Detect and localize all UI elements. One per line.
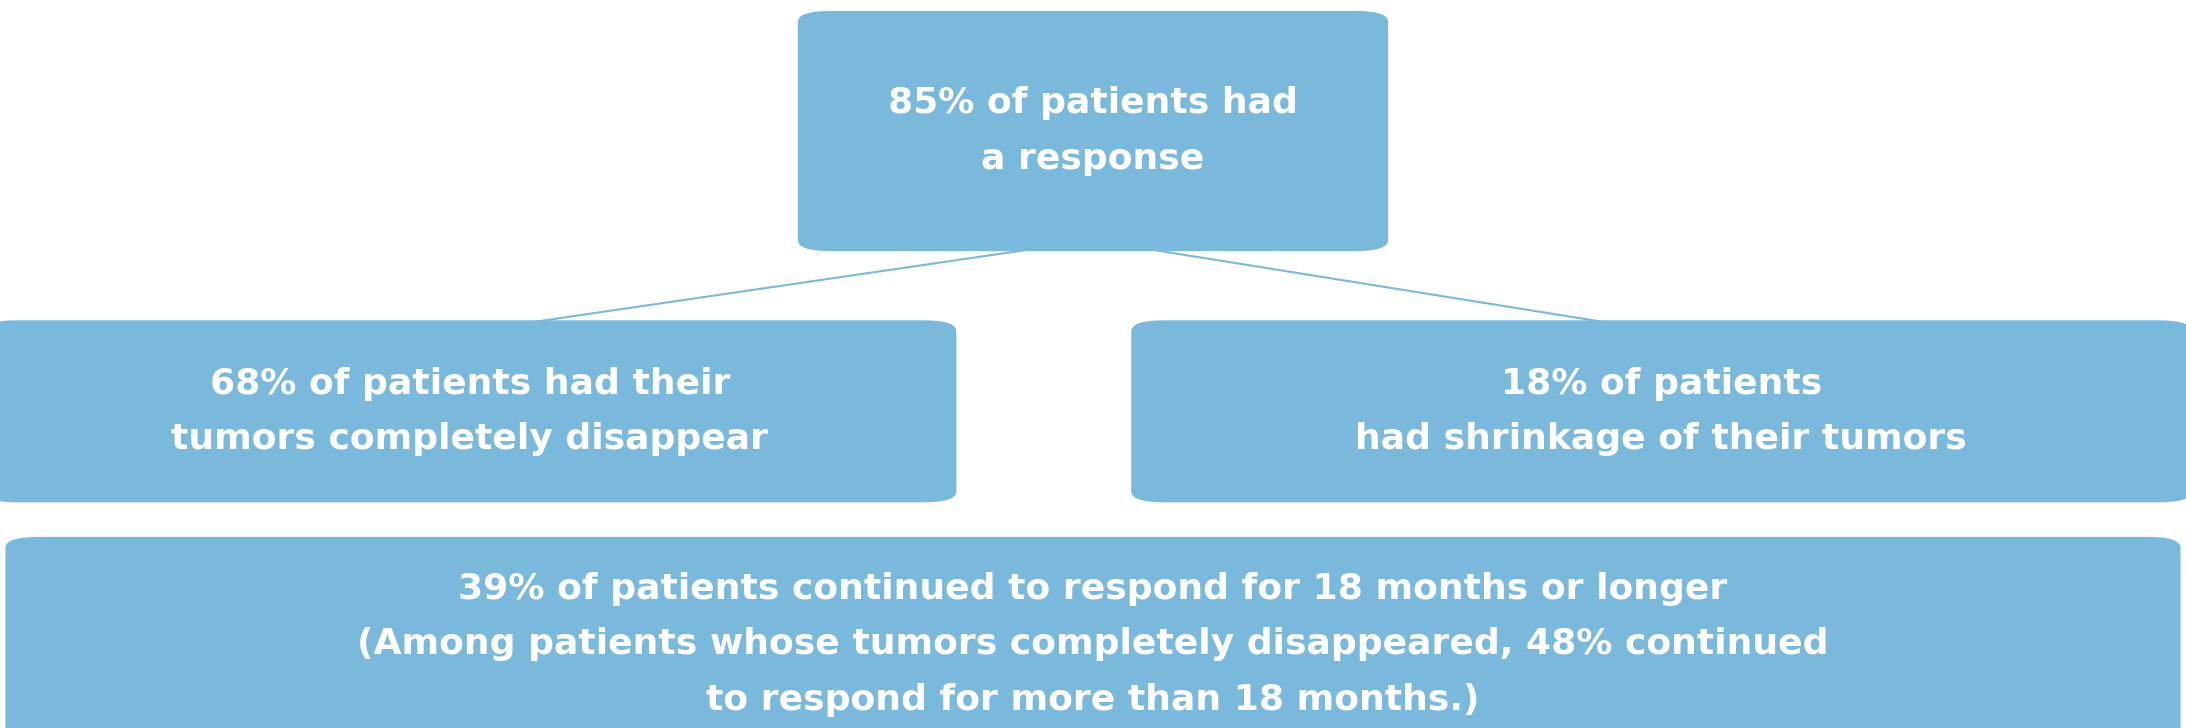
FancyBboxPatch shape xyxy=(7,537,2182,728)
Text: 18% of patients
had shrinkage of their tumors: 18% of patients had shrinkage of their t… xyxy=(1355,366,1967,456)
FancyBboxPatch shape xyxy=(0,320,955,502)
Text: 39% of patients continued to respond for 18 months or longer
(Among patients who: 39% of patients continued to respond for… xyxy=(356,571,1830,717)
Text: 85% of patients had
a response: 85% of patients had a response xyxy=(888,86,1298,176)
FancyBboxPatch shape xyxy=(798,11,1388,251)
Text: 68% of patients had their
tumors completely disappear: 68% of patients had their tumors complet… xyxy=(171,366,769,456)
FancyBboxPatch shape xyxy=(1132,320,2186,502)
